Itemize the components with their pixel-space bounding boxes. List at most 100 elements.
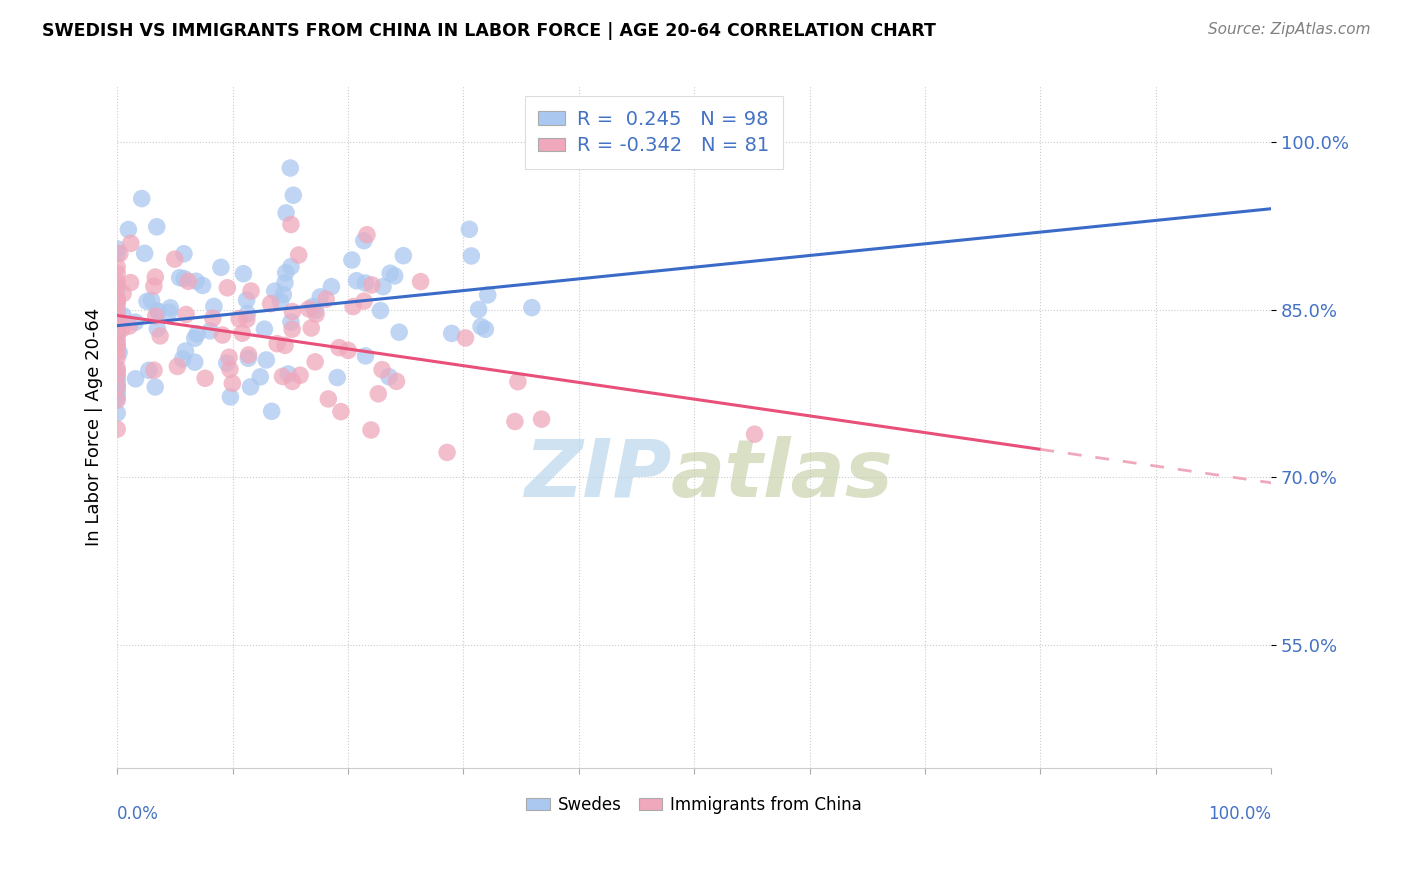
Point <box>454 331 477 345</box>
Point <box>105 379 128 393</box>
Point <box>134 246 156 260</box>
Point <box>105 339 128 353</box>
Point <box>105 318 128 333</box>
Point <box>105 344 128 359</box>
Point <box>385 375 408 389</box>
Point <box>145 219 167 234</box>
Point <box>238 348 260 362</box>
Point <box>105 333 128 347</box>
Point <box>232 267 254 281</box>
Point <box>173 271 195 285</box>
Point <box>380 266 402 280</box>
Point <box>200 324 222 338</box>
Point <box>384 268 406 283</box>
Point <box>105 324 128 338</box>
Point <box>124 315 146 329</box>
Point <box>149 329 172 343</box>
Point <box>194 371 217 385</box>
Point <box>477 288 499 302</box>
Point <box>263 284 285 298</box>
Point <box>105 387 128 401</box>
Point <box>184 274 207 288</box>
Point <box>105 307 128 321</box>
Point <box>146 304 169 318</box>
Point <box>520 301 543 315</box>
Point <box>143 380 166 394</box>
Point <box>304 303 326 318</box>
Point <box>337 343 360 358</box>
Point <box>105 406 128 420</box>
Point <box>506 375 529 389</box>
Point <box>371 279 394 293</box>
Point <box>266 336 288 351</box>
Legend: Swedes, Immigrants from China: Swedes, Immigrants from China <box>520 789 869 821</box>
Point <box>105 324 128 338</box>
Point <box>105 247 128 261</box>
Point <box>298 301 321 316</box>
Point <box>340 252 363 267</box>
Point <box>353 234 375 248</box>
Point <box>253 322 276 336</box>
Point <box>458 222 481 236</box>
Point <box>503 415 526 429</box>
Point <box>105 242 128 256</box>
Point <box>143 363 166 377</box>
Point <box>236 307 259 321</box>
Point <box>326 370 349 384</box>
Point <box>159 301 181 315</box>
Point <box>120 276 142 290</box>
Point <box>209 260 232 275</box>
Point <box>131 192 153 206</box>
Point <box>346 274 368 288</box>
Point <box>321 279 343 293</box>
Point <box>105 368 128 382</box>
Point <box>174 308 197 322</box>
Point <box>201 311 224 326</box>
Point <box>105 266 128 280</box>
Point <box>409 275 432 289</box>
Point <box>105 302 128 317</box>
Text: atlas: atlas <box>671 435 894 514</box>
Point <box>211 328 233 343</box>
Point <box>274 338 297 352</box>
Point <box>146 304 169 318</box>
Point <box>105 422 128 436</box>
Point <box>273 287 295 301</box>
Point <box>301 300 323 314</box>
Point <box>283 188 305 202</box>
Point <box>105 336 128 351</box>
Point <box>281 322 304 336</box>
Point <box>259 296 281 310</box>
Point <box>271 369 294 384</box>
Point <box>315 292 337 306</box>
Point <box>105 310 128 325</box>
Point <box>392 249 415 263</box>
Point <box>744 427 766 442</box>
Point <box>105 361 128 376</box>
Point <box>269 294 291 309</box>
Point <box>112 309 135 323</box>
Point <box>254 353 277 368</box>
Point <box>136 294 159 309</box>
Point <box>105 298 128 312</box>
Point <box>239 380 262 394</box>
Point <box>281 375 304 389</box>
Point <box>146 321 169 335</box>
Point <box>105 363 128 377</box>
Point <box>356 227 378 242</box>
Point <box>354 276 377 290</box>
Point <box>218 351 240 365</box>
Point <box>228 311 250 326</box>
Point <box>277 367 299 381</box>
Point <box>305 307 328 321</box>
Point <box>238 351 260 366</box>
Point <box>105 318 128 332</box>
Point <box>353 294 375 309</box>
Point <box>118 318 141 333</box>
Point <box>235 293 257 307</box>
Point <box>166 359 188 374</box>
Point <box>215 356 238 370</box>
Point <box>105 392 128 407</box>
Point <box>202 300 225 314</box>
Point <box>318 392 340 406</box>
